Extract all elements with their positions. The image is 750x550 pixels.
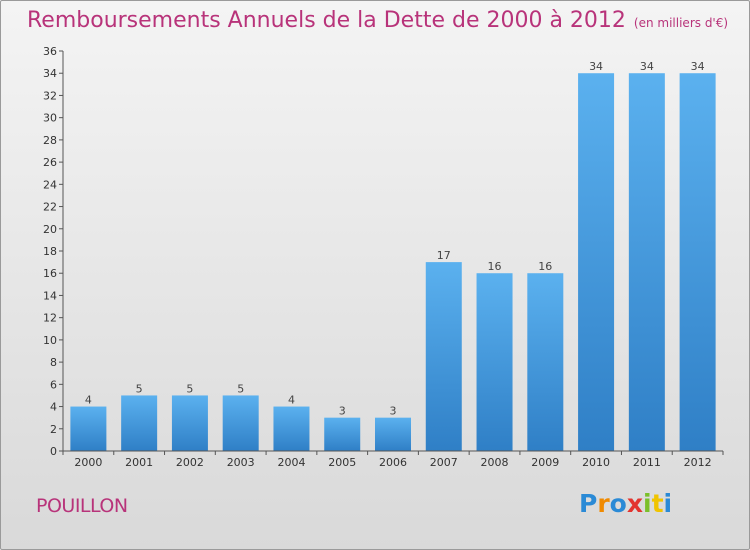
y-tick-label: 0 [50,445,57,458]
logo-letter: r [597,489,610,518]
y-tick-label: 36 [43,45,57,58]
x-tick-label: 2008 [481,456,509,469]
bar-value-label: 34 [691,60,705,73]
x-tick-label: 2009 [531,456,559,469]
unit-label: (en milliers d'€) [633,16,729,30]
logo-letter: i [663,489,673,518]
y-tick-label: 24 [43,178,57,191]
chart-title: Remboursements Annuels de la Dette de 20… [27,8,728,33]
bar-value-label: 4 [288,394,295,407]
bar [273,406,310,451]
bar-value-label: 16 [538,260,552,273]
bar [171,395,208,451]
y-tick-label: 34 [43,67,57,80]
bar [70,406,107,451]
y-tick-label: 2 [50,423,57,436]
x-tick-label: 2006 [379,456,407,469]
bar-value-label: 5 [237,382,244,395]
logo-letter: P [579,489,598,518]
x-axis: 2000 2001 2002 2003 2004 2005 2006 2007 2008 2009… [62,450,724,469]
bar-value-label: 4 [85,394,92,407]
x-tick-label: 2003 [227,456,255,469]
bar-value-label: 17 [437,249,451,262]
bars: 4 5 5 5 4 3 3 17 16 16 34 34 34 [70,60,716,451]
logo-letter: t [651,489,664,518]
bar [425,262,462,451]
bar [527,273,564,451]
y-tick-label: 30 [43,112,57,125]
y-tick-label: 28 [43,134,57,147]
y-tick-label: 8 [50,356,57,369]
logo-letter: i [643,489,652,518]
bar [476,273,513,451]
bar-value-label: 16 [488,260,502,273]
bar-value-label: 3 [339,405,346,418]
y-tick-label: 18 [43,245,57,258]
y-tick-label: 4 [50,401,57,414]
bar-value-label: 34 [589,60,603,73]
x-tick-label: 2000 [74,456,102,469]
y-tick-label: 32 [43,89,57,102]
title-text: Remboursements Annuels de la Dette de 20… [27,8,626,33]
bar [121,395,158,451]
bar [679,73,716,451]
y-tick-label: 22 [43,201,57,214]
x-tick-label: 2012 [684,456,712,469]
bar [222,395,259,451]
logo-letter: o [609,489,627,518]
y-tick-label: 12 [43,312,57,325]
y-tick-label: 26 [43,156,57,169]
bar [324,417,361,451]
y-tick-label: 6 [50,378,57,391]
y-tick-label: 20 [43,223,57,236]
x-tick-label: 2010 [582,456,610,469]
bar-value-label: 34 [640,60,654,73]
y-tick-label: 10 [43,334,57,347]
x-tick-label: 2011 [633,456,661,469]
x-tick-label: 2004 [277,456,305,469]
bar [578,73,615,451]
bar-value-label: 5 [136,382,143,395]
x-tick-label: 2005 [328,456,356,469]
y-tick-label: 14 [43,289,57,302]
bar-value-label: 5 [186,382,193,395]
bar [628,73,665,451]
logo-proxiti: Proxiti [579,489,672,518]
bar-value-label: 3 [390,405,397,418]
x-tick-label: 2007 [430,456,458,469]
y-tick-label: 16 [43,267,57,280]
x-tick-label: 2002 [176,456,204,469]
logo-letter: x [626,489,643,518]
commune-name: POUILLON [36,495,128,517]
x-tick-label: 2001 [125,456,153,469]
bar [375,417,411,451]
